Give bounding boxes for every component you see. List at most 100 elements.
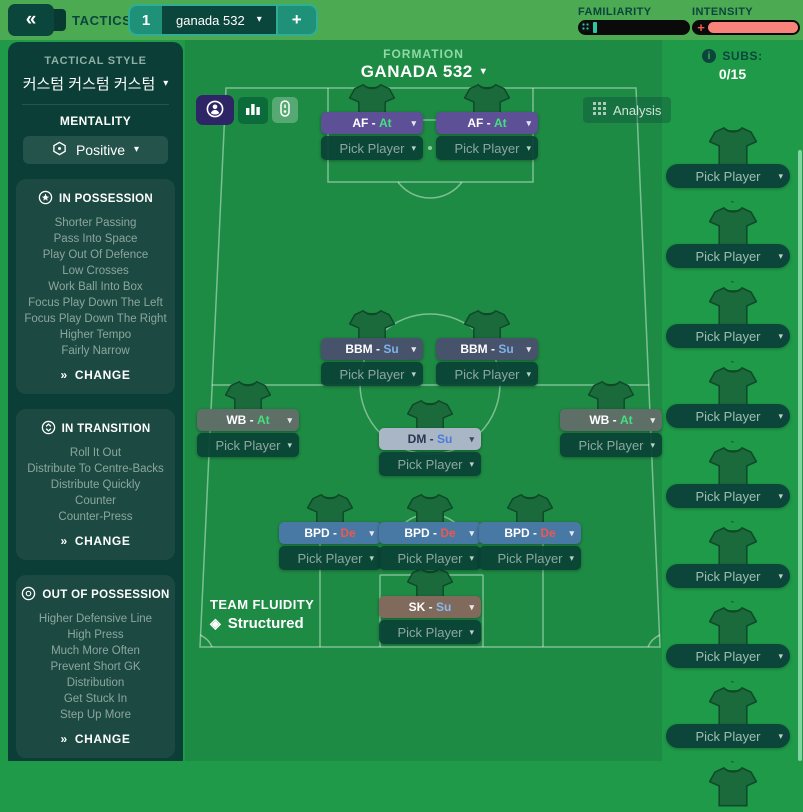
section-header: OUT OF POSSESSION [20,586,171,604]
tactic-name-dropdown[interactable]: ganada 532 ▾ [162,6,276,34]
role-duty-dropdown[interactable]: BPD - De ▾ [479,522,581,544]
pick-player-dropdown[interactable]: Pick Player ▾ [666,564,790,588]
role-duty-dropdown[interactable]: BPD - De ▾ [379,522,481,544]
players-view-button[interactable] [196,95,234,125]
chevron-down-icon: ▾ [369,552,374,563]
pick-player-label: Pick Player [578,437,644,453]
role-duty-dropdown[interactable]: SK - Su ▾ [379,596,481,618]
role-duty-dropdown[interactable]: WB - At ▾ [560,409,662,431]
pick-player-dropdown[interactable]: Pick Player ▾ [379,546,481,570]
role-duty-dropdown[interactable]: DM - Su ▾ [379,428,481,450]
role-label: AF - [467,116,491,130]
stats-view-button[interactable] [238,97,268,124]
sidebar: TACTICAL STYLE 커스텀 커스텀 커스텀 ▾ MENTALITY P… [8,42,183,761]
pick-player-dropdown[interactable]: Pick Player ▾ [666,244,790,268]
pick-player-dropdown[interactable]: Pick Player ▾ [666,324,790,348]
formation-name-dropdown[interactable]: GANADA 532 ▾ [185,62,662,82]
shirt-icon [707,766,758,812]
instruction-item: Focus Play Down The Left [28,297,163,309]
add-tactic-button[interactable]: + [275,6,316,34]
pick-player-dropdown[interactable]: Pick Player ▾ [436,362,538,386]
position-bpd-slot: BPD - De ▾ Pick Player ▾ [279,493,381,570]
pick-player-dropdown[interactable]: Pick Player ▾ [436,136,538,160]
instruction-item: Prevent Short GK [50,661,141,673]
pick-player-dropdown[interactable]: Pick Player ▾ [666,484,790,508]
duty-label: Su [432,600,452,614]
pick-player-dropdown[interactable]: Pick Player ▾ [666,164,790,188]
kit-view-button[interactable] [272,97,298,123]
duty-label: At [616,413,633,427]
role-duty-dropdown[interactable]: AF - At ▾ [321,112,423,134]
position-wb-slot: WB - At ▾ Pick Player ▾ [197,380,299,457]
pick-player-dropdown[interactable]: Pick Player ▾ [279,546,381,570]
position-bbm-slot: BBM - Su ▾ Pick Player ▾ [436,309,538,386]
mentality-value: Positive [75,142,125,158]
pick-player-dropdown[interactable]: Pick Player ▾ [321,362,423,386]
chevron-down-icon: ▾ [778,490,783,501]
back-button[interactable]: « [8,4,54,36]
chevron-down-icon: ▾ [569,552,574,563]
instruction-item: Get Stuck In [63,693,128,705]
pick-player-dropdown[interactable]: Pick Player ▾ [666,644,790,668]
chevron-down-icon: ▾ [411,343,416,354]
bar-chart-icon [245,102,261,119]
slot-separator: - [730,274,735,288]
mentality-dropdown[interactable]: Positive ▾ [23,136,168,164]
pick-player-dropdown[interactable]: Pick Player ▾ [560,433,662,457]
position-bbm-slot: BBM - Su ▾ Pick Player ▾ [321,309,423,386]
duty-label: De [436,526,456,540]
pick-player-dropdown[interactable]: Pick Player ▾ [666,404,790,428]
chevron-down-icon: ▾ [469,458,474,469]
shirt-icon [707,286,758,332]
pick-player-label: Pick Player [454,140,520,156]
change-button[interactable]: » CHANGE [20,732,171,746]
pick-player-dropdown[interactable]: Pick Player ▾ [197,433,299,457]
team-fluidity-value-row: ◈ Structured [210,615,314,632]
role-label: SK - [408,600,433,614]
pick-player-label: Pick Player [397,550,463,566]
role-duty-dropdown[interactable]: BPD - De ▾ [279,522,381,544]
chevron-down-icon: ▾ [650,439,655,450]
role-label: BBM - [345,342,380,356]
double-chevron-icon: » [60,732,68,746]
section-title: IN TRANSITION [61,423,151,435]
change-button[interactable]: » CHANGE [20,534,171,548]
chevron-down-icon: ▾ [778,170,783,181]
subs-header: i SUBS: [662,49,803,63]
shirt-icon [348,309,396,353]
role-duty-dropdown[interactable]: BBM - Su ▾ [321,338,423,360]
intensity-label: INTENSITY [692,6,754,18]
section-header: IN TRANSITION [20,420,171,438]
familiarity-label: FAMILIARITY [578,6,652,18]
pick-player-label: Pick Player [695,168,761,184]
pick-player-dropdown[interactable]: Pick Player ▾ [666,724,790,748]
tactical-style-dropdown[interactable]: 커스텀 커스텀 커스텀 ▾ [8,73,183,94]
chevron-down-icon: ▾ [526,368,531,379]
chevron-down-icon: ▾ [778,650,783,661]
change-button[interactable]: » CHANGE [20,368,171,382]
subs-scrollbar[interactable] [798,150,802,761]
pick-player-dropdown[interactable]: Pick Player ▾ [479,546,581,570]
role-duty-dropdown[interactable]: AF - At ▾ [436,112,538,134]
change-label: CHANGE [74,534,131,548]
chevron-down-icon: ▾ [778,570,783,581]
pick-player-dropdown[interactable]: Pick Player ▾ [379,452,481,476]
role-duty-dropdown[interactable]: BBM - Su ▾ [436,338,538,360]
top-bar: « TACTICS 1 ganada 532 ▾ + FAMILIARITY I… [0,0,803,40]
tactic-name-label: ganada 532 [176,12,245,28]
shirt-icon [406,493,454,537]
role-duty-dropdown[interactable]: WB - At ▾ [197,409,299,431]
pick-player-dropdown[interactable]: Pick Player ▾ [321,136,423,160]
tactic-tab-number[interactable]: 1 [130,6,162,34]
chevron-down-icon: ▾ [526,343,531,354]
analysis-button[interactable]: Analysis [583,97,672,123]
duty-label: At [375,116,392,130]
pick-player-label: Pick Player [695,648,761,664]
chevron-down-icon: ▾ [411,368,416,379]
instruction-item: Distribution [66,677,125,689]
position-af-slot: AF - At ▾ Pick Player ▾ [321,83,423,160]
position-bpd-slot: BPD - De ▾ Pick Player ▾ [479,493,581,570]
team-fluidity-value: Structured [227,615,304,632]
pick-player-dropdown[interactable]: Pick Player ▾ [379,620,481,644]
familiarity-bar [578,20,690,35]
